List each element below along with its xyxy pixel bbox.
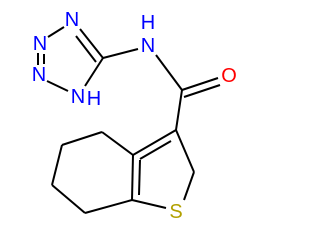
atom-label: N bbox=[71, 86, 85, 108]
atom-label: H bbox=[87, 88, 101, 110]
bond bbox=[102, 48, 139, 59]
bond bbox=[175, 129, 195, 173]
atom-label: N bbox=[141, 35, 155, 57]
bond bbox=[84, 57, 104, 87]
atom-label: N bbox=[65, 9, 79, 31]
atom-label: N bbox=[32, 64, 46, 86]
bond bbox=[131, 154, 134, 201]
bond bbox=[51, 144, 63, 186]
bond bbox=[138, 159, 141, 196]
bond bbox=[183, 84, 221, 98]
bond bbox=[75, 35, 97, 63]
atom-label: H bbox=[141, 12, 155, 34]
bond bbox=[155, 54, 183, 91]
molecule-diagram: N N N N H N H O S bbox=[32, 9, 237, 223]
bond bbox=[84, 199, 133, 214]
bond bbox=[181, 77, 219, 91]
atom-labels: N N N N H N H O S bbox=[32, 9, 237, 223]
bond bbox=[139, 140, 172, 160]
bond bbox=[101, 131, 134, 156]
bond bbox=[79, 28, 104, 59]
bond bbox=[183, 171, 195, 201]
bond bbox=[46, 80, 69, 92]
bond bbox=[175, 89, 183, 131]
bonds bbox=[37, 26, 221, 214]
bond bbox=[131, 199, 167, 209]
atom-label: N bbox=[33, 33, 47, 55]
atom-label: S bbox=[169, 201, 182, 223]
atom-label: O bbox=[221, 65, 237, 87]
bond bbox=[132, 129, 177, 156]
bond bbox=[47, 26, 65, 38]
bond bbox=[51, 184, 86, 214]
bond bbox=[61, 131, 103, 146]
